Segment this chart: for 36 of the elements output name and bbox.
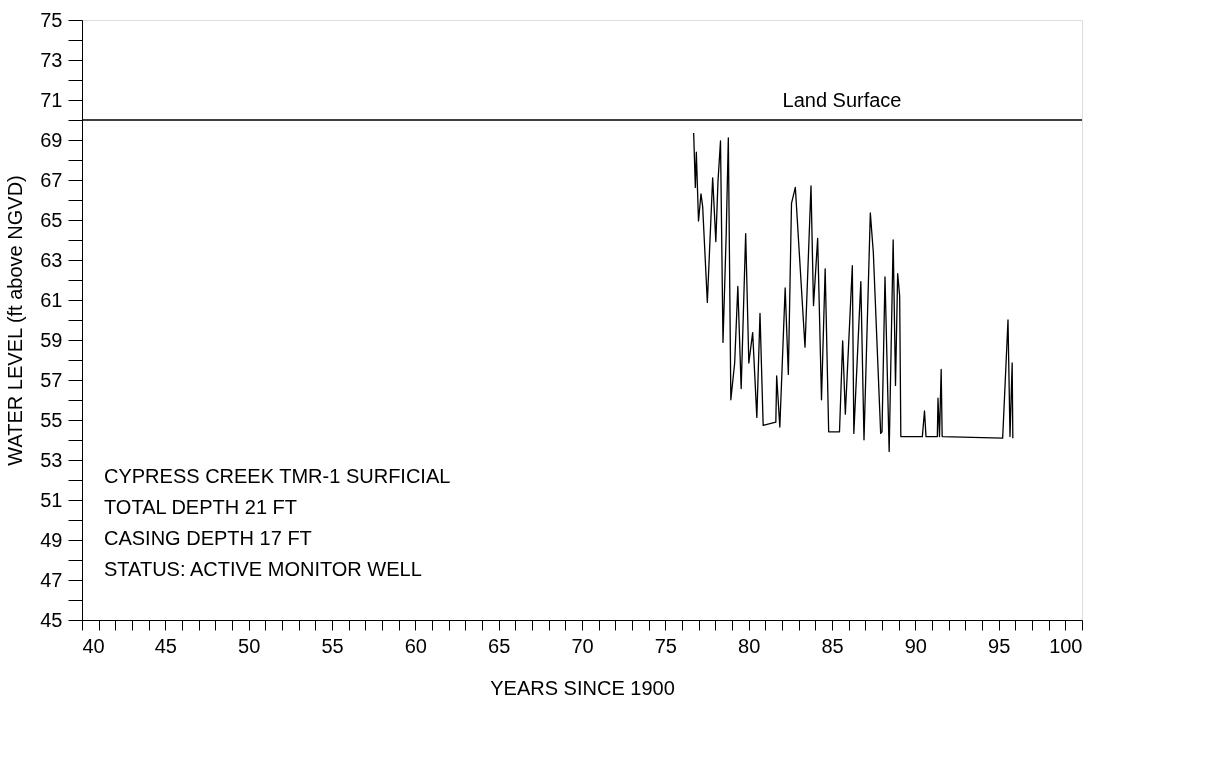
x-tick-label: 75	[654, 634, 677, 657]
annotation: STATUS: ACTIVE MONITOR WELL	[104, 558, 422, 580]
y-tick-label: 47	[40, 568, 63, 591]
annotation: CASING DEPTH 17 FT	[104, 527, 312, 549]
x-tick-label: 90	[904, 634, 927, 657]
y-tick-label: 49	[40, 528, 63, 551]
y-tick-label: 61	[40, 288, 63, 311]
y-tick-label: 45	[40, 608, 63, 631]
x-tick-label: 100	[1049, 634, 1083, 657]
y-tick-label: 53	[40, 448, 63, 471]
y-tick-label: 55	[40, 408, 63, 431]
y-tick-label: 69	[40, 128, 63, 151]
y-tick-label: 51	[40, 488, 63, 511]
x-tick-label: 70	[571, 634, 594, 657]
x-tick-label: 80	[738, 634, 761, 657]
y-tick-label: 63	[40, 248, 63, 271]
ref-line-label: Land Surface	[782, 89, 902, 111]
y-tick-label: 65	[40, 208, 63, 231]
y-tick-label: 73	[40, 48, 63, 71]
y-tick-label: 67	[40, 168, 63, 191]
y-tick-label: 59	[40, 328, 63, 351]
annotation: TOTAL DEPTH 21 FT	[104, 496, 297, 518]
x-tick-label: 65	[488, 634, 511, 657]
y-tick-label: 71	[40, 88, 63, 111]
x-tick-label: 55	[321, 634, 344, 657]
x-tick-label: 45	[154, 634, 177, 657]
x-axis-title: YEARS SINCE 1900	[490, 676, 675, 699]
y-tick-label: 75	[40, 8, 63, 31]
x-tick-label: 95	[988, 634, 1011, 657]
x-tick-label: 40	[82, 634, 105, 657]
x-tick-label: 85	[821, 634, 844, 657]
y-tick-label: 57	[40, 368, 63, 391]
annotation: CYPRESS CREEK TMR-1 SURFICIAL	[104, 465, 451, 487]
x-tick-label: 60	[404, 634, 427, 657]
x-tick-label: 50	[238, 634, 261, 657]
y-axis-title: WATER LEVEL (ft above NGVD)	[4, 175, 27, 466]
